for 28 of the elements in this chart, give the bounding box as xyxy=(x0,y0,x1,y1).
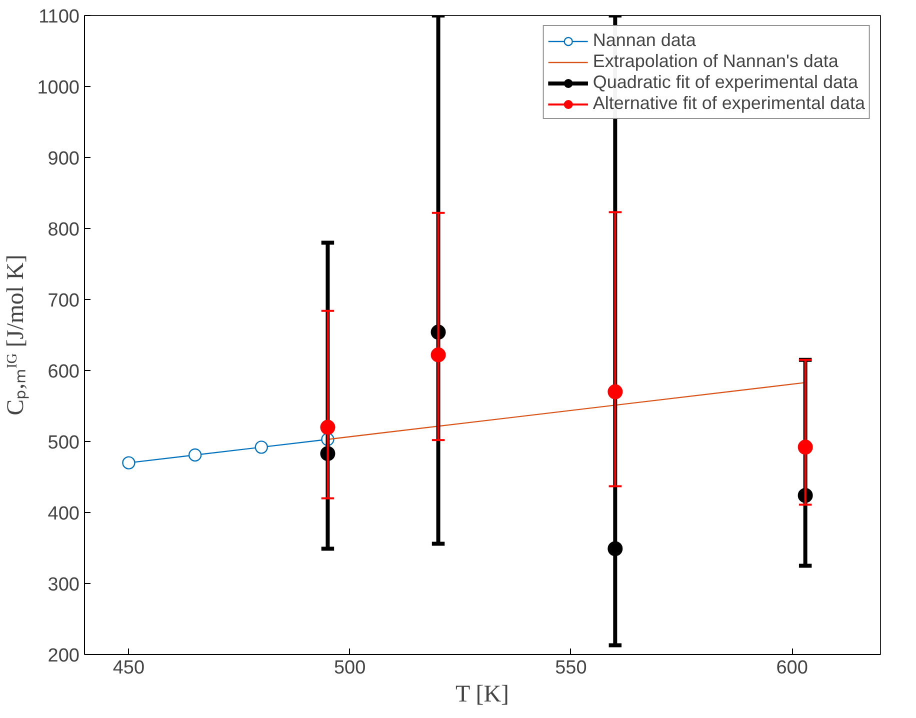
legend-label: Alternative fit of experimental data xyxy=(592,93,865,114)
legend-label: Extrapolation of Nannan's data xyxy=(592,51,838,72)
y-tick-label: 700 xyxy=(48,290,80,312)
x-tick-label: 450 xyxy=(112,658,145,678)
point xyxy=(608,384,623,400)
y-tick-label: 1000 xyxy=(37,78,80,98)
y-tick-label: 400 xyxy=(48,504,80,524)
point xyxy=(430,347,446,362)
y-tick-label: 600 xyxy=(48,362,80,382)
y-axis-title: Cₚ,ₘᴵᴳ [J/mol K] xyxy=(3,254,30,416)
point xyxy=(798,440,813,455)
legend-label: Nannan data xyxy=(592,30,696,51)
x-tick-label: 600 xyxy=(776,658,808,678)
point xyxy=(188,448,202,462)
point xyxy=(608,541,623,556)
legend-label: Quadratic fit of experimental data xyxy=(592,72,858,93)
y-tick-label: 1100 xyxy=(38,6,80,28)
y-tick-label: 800 xyxy=(48,220,80,240)
point xyxy=(320,420,336,435)
x-axis-title: T [K] xyxy=(456,682,510,708)
y-tick-label: 900 xyxy=(48,148,80,170)
point xyxy=(122,456,136,470)
y-tick-label: 300 xyxy=(48,574,80,596)
point xyxy=(254,440,268,454)
y-tick-label: 500 xyxy=(48,432,80,454)
x-tick-label: 550 xyxy=(555,658,587,678)
y-tick-label: 200 xyxy=(48,646,80,666)
x-tick-label: 500 xyxy=(334,658,366,678)
